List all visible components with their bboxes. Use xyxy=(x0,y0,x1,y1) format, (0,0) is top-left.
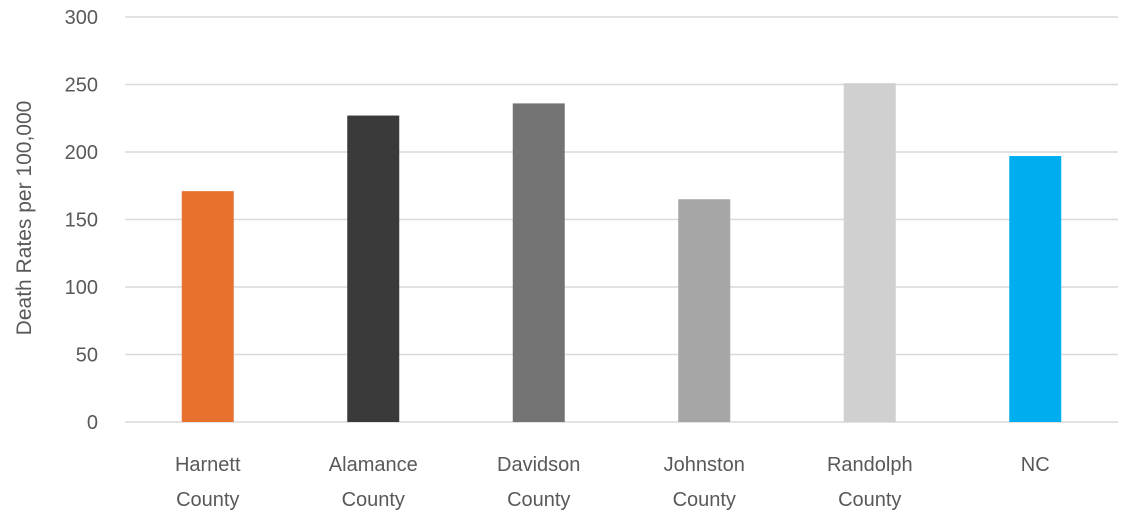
x-category-label: Johnston County xyxy=(664,454,745,511)
y-tick-label: 300 xyxy=(65,7,98,29)
x-category-label: Randolph County xyxy=(827,454,913,511)
bar xyxy=(678,199,731,422)
y-tick-label: 0 xyxy=(87,412,98,434)
bar xyxy=(347,115,400,423)
bars xyxy=(181,83,1062,423)
y-axis-title: Death Rates per 100,000 xyxy=(13,101,36,336)
y-tick-label: 250 xyxy=(65,75,98,97)
y-tick-label: 100 xyxy=(65,277,98,299)
bar xyxy=(512,103,565,423)
bar xyxy=(1009,156,1062,423)
x-category-label: Harnett County xyxy=(175,454,241,511)
gridlines xyxy=(125,16,1118,423)
bar xyxy=(843,83,896,423)
y-tick-label: 150 xyxy=(65,210,98,232)
bar xyxy=(181,191,234,422)
x-category-label: NC xyxy=(1021,454,1050,476)
y-tick-label: 200 xyxy=(65,142,98,164)
y-axis-tick-labels: 0 50 100 150 200 250 300 xyxy=(65,7,98,434)
y-tick-label: 50 xyxy=(76,345,98,367)
x-category-label: Alamance County xyxy=(329,454,418,511)
x-category-label: Davidson County xyxy=(497,454,580,511)
x-axis-category-labels: Harnett County Alamance County Davidson Count… xyxy=(175,454,1050,511)
